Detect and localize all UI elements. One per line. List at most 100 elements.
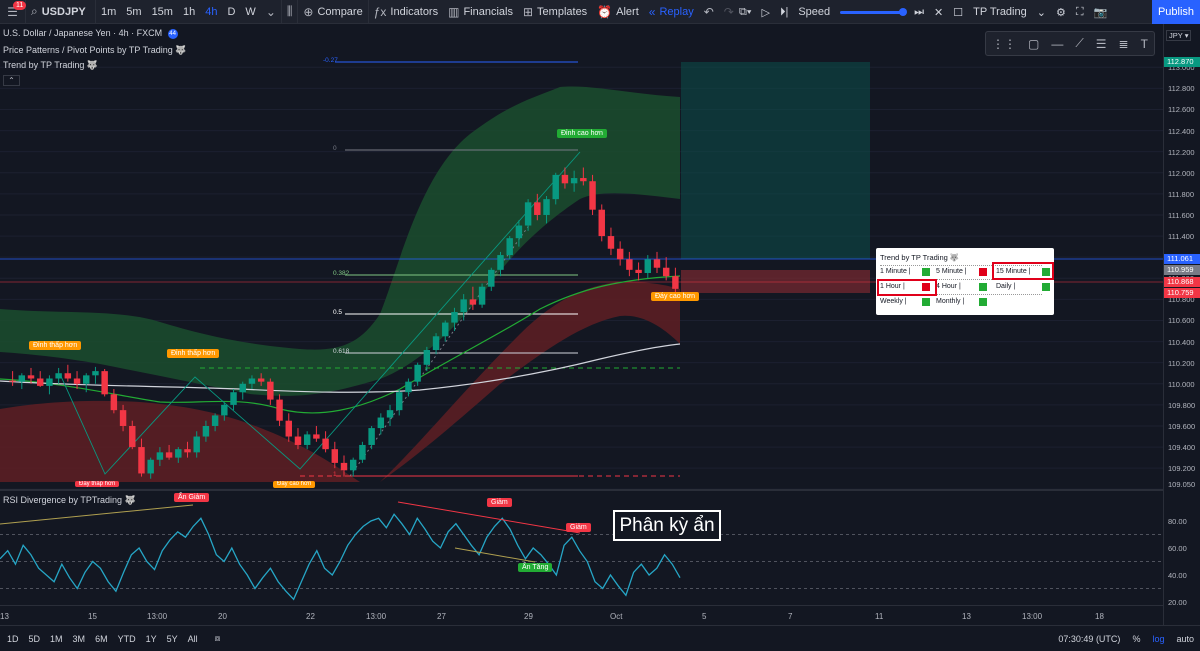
indicator-count-badge[interactable]: 44 [167, 28, 178, 39]
rewind-icon: « [648, 4, 656, 19]
range-ytd[interactable]: YTD [117, 633, 136, 644]
interval-4h[interactable]: 4h [200, 0, 222, 24]
jump-to-realtime-icon[interactable]: ⏭ [914, 5, 925, 18]
auto-toggle[interactable]: auto [1176, 633, 1194, 644]
time-tick: 13:00 [147, 612, 168, 621]
financials-label: Financials [463, 5, 513, 18]
hidden-divergence-annotation[interactable]: Phân kỳ ẩn [613, 510, 721, 541]
candles-icon: ⫼ [286, 4, 293, 18]
redo-button[interactable]: ↷ [719, 0, 739, 24]
long-position-profit-zone[interactable] [681, 62, 870, 259]
range-3m[interactable]: 3M [72, 633, 86, 644]
range-all[interactable]: All [187, 633, 198, 644]
candle-body [423, 350, 431, 365]
percent-toggle[interactable]: % [1132, 633, 1141, 644]
notification-badge: 11 [13, 0, 27, 10]
templates-button[interactable]: ⊞ Templates [518, 0, 592, 24]
step-forward-icon[interactable]: ⏵| [779, 5, 789, 18]
interval-15m[interactable]: 15m [147, 0, 178, 24]
financials-button[interactable]: ▥ Financials [443, 0, 518, 24]
interval-5m[interactable]: 5m [121, 0, 146, 24]
replay-button[interactable]: « Replay [644, 0, 699, 24]
alarm-icon: ⏰ [597, 4, 613, 19]
interval-d[interactable]: D [222, 0, 240, 24]
candle-body [119, 410, 127, 426]
fib-icon[interactable]: ☰ [1095, 36, 1107, 51]
horizontal-line-icon[interactable]: — [1051, 36, 1064, 51]
replay-options-icon[interactable]: ⧉▾ [739, 5, 752, 18]
green-moving-average [0, 275, 681, 414]
currency-selector[interactable]: JPY ▾ [1166, 30, 1192, 41]
trend-line-icon[interactable]: ⟋ [1075, 36, 1084, 50]
main-menu-button[interactable]: ☰ 11 [0, 0, 27, 24]
rsi-legend[interactable]: RSI Divergence by TPTrading 🐺 [3, 495, 136, 506]
candle-body [202, 425, 210, 437]
rectangle-icon[interactable]: ▢ [1028, 36, 1040, 51]
candle-body [193, 436, 200, 453]
alert-button[interactable]: ⏰ Alert [592, 0, 644, 24]
undo-button[interactable]: ↶ [699, 0, 719, 24]
range-1m[interactable]: 1M [50, 633, 63, 644]
candle-body [377, 417, 385, 429]
range-5y[interactable]: 5Y [166, 633, 178, 644]
play-icon[interactable]: ▷ [761, 6, 770, 19]
interval-1h[interactable]: 1h [178, 0, 200, 24]
calendar-icon[interactable]: ⧇ [214, 633, 221, 643]
fib-level-label: -0.27 [323, 57, 338, 64]
rsi-tick: 40.00 [1168, 571, 1187, 580]
range-6m[interactable]: 6M [95, 633, 108, 644]
time-tick: 5 [702, 612, 707, 621]
candle-body [83, 375, 90, 384]
log-toggle[interactable]: log [1152, 633, 1165, 644]
candlestick-series[interactable] [9, 167, 679, 479]
publish-button[interactable]: Publish [1152, 0, 1200, 24]
candle-body [359, 444, 366, 460]
candle-body [432, 336, 440, 351]
pivot-tag-higher-high: Đỉnh cao hơn [557, 129, 607, 138]
interval-dropdown[interactable]: ⌄ [261, 0, 282, 24]
price-tick: 112.800 [1168, 84, 1195, 94]
symbol-search-button[interactable]: ⌕ USDJPY [26, 0, 96, 24]
candle-body [101, 371, 108, 395]
range-5d[interactable]: 5D [28, 633, 41, 644]
price-axis[interactable]: JPY ▾ 113.000 112.800 112.600 112.400 112.20… [1163, 24, 1200, 625]
bar-chart-icon: ▥ [448, 4, 460, 19]
rsi-tag-bearish: Giảm [487, 498, 512, 507]
speed-slider[interactable] [840, 7, 908, 16]
range-1d[interactable]: 1D [7, 633, 19, 644]
hamburger-icon: ☰ [7, 4, 18, 19]
time-tick: 22 [306, 612, 315, 621]
candle-body [349, 459, 357, 471]
chart-type-button[interactable]: ⫼ [282, 0, 299, 24]
long-position-loss-zone[interactable] [681, 270, 870, 293]
trend-status-square [922, 298, 930, 306]
time-tick: 13 [0, 612, 9, 621]
indicator-legend-patterns[interactable]: Price Patterns / Pivot Points by TP Trad… [3, 45, 186, 56]
range-1y[interactable]: 1Y [145, 633, 157, 644]
interval-w[interactable]: W [240, 0, 260, 24]
candle-body [506, 238, 513, 256]
trend-status-square [979, 268, 987, 276]
drag-handle-icon[interactable]: ⋮⋮ [992, 36, 1016, 51]
fullscreen-icon[interactable]: ⛶ [1075, 5, 1084, 18]
interval-1m[interactable]: 1m [96, 0, 121, 24]
indicators-button[interactable]: ƒx Indicators [369, 0, 443, 24]
price-tick: 110.800 [1168, 295, 1195, 305]
layout-name[interactable]: TP Trading [973, 6, 1027, 18]
main-legend[interactable]: U.S. Dollar / Japanese Yen · 4h · FXCM 4… [3, 28, 178, 39]
camera-icon[interactable]: 📷 [1093, 6, 1108, 19]
gear-icon[interactable]: ⚙ [1055, 6, 1066, 19]
chart-canvas[interactable] [0, 24, 1163, 605]
close-icon[interactable]: ✕ [934, 6, 944, 19]
price-tick: 110.000 [1168, 379, 1195, 389]
cloud-icon[interactable]: ☐ [953, 6, 964, 19]
collapse-legend-button[interactable]: ⌃ [3, 75, 20, 86]
text-icon[interactable]: T [1140, 36, 1148, 51]
compare-button[interactable]: ⊕ Compare [298, 0, 369, 24]
candle-body [589, 181, 596, 210]
chevron-down-icon[interactable]: ⌄ [1036, 6, 1046, 19]
time-axis[interactable]: 13 15 13:00 20 22 13:00 27 29 Oct 5 7 11 13 13:00 18 [0, 605, 1163, 625]
clock[interactable]: 07:30:49 (UTC) [1058, 633, 1121, 644]
indicator-legend-trend[interactable]: Trend by TP Trading 🐺 [3, 60, 98, 71]
parallel-channel-icon[interactable]: ≣ [1118, 36, 1129, 51]
